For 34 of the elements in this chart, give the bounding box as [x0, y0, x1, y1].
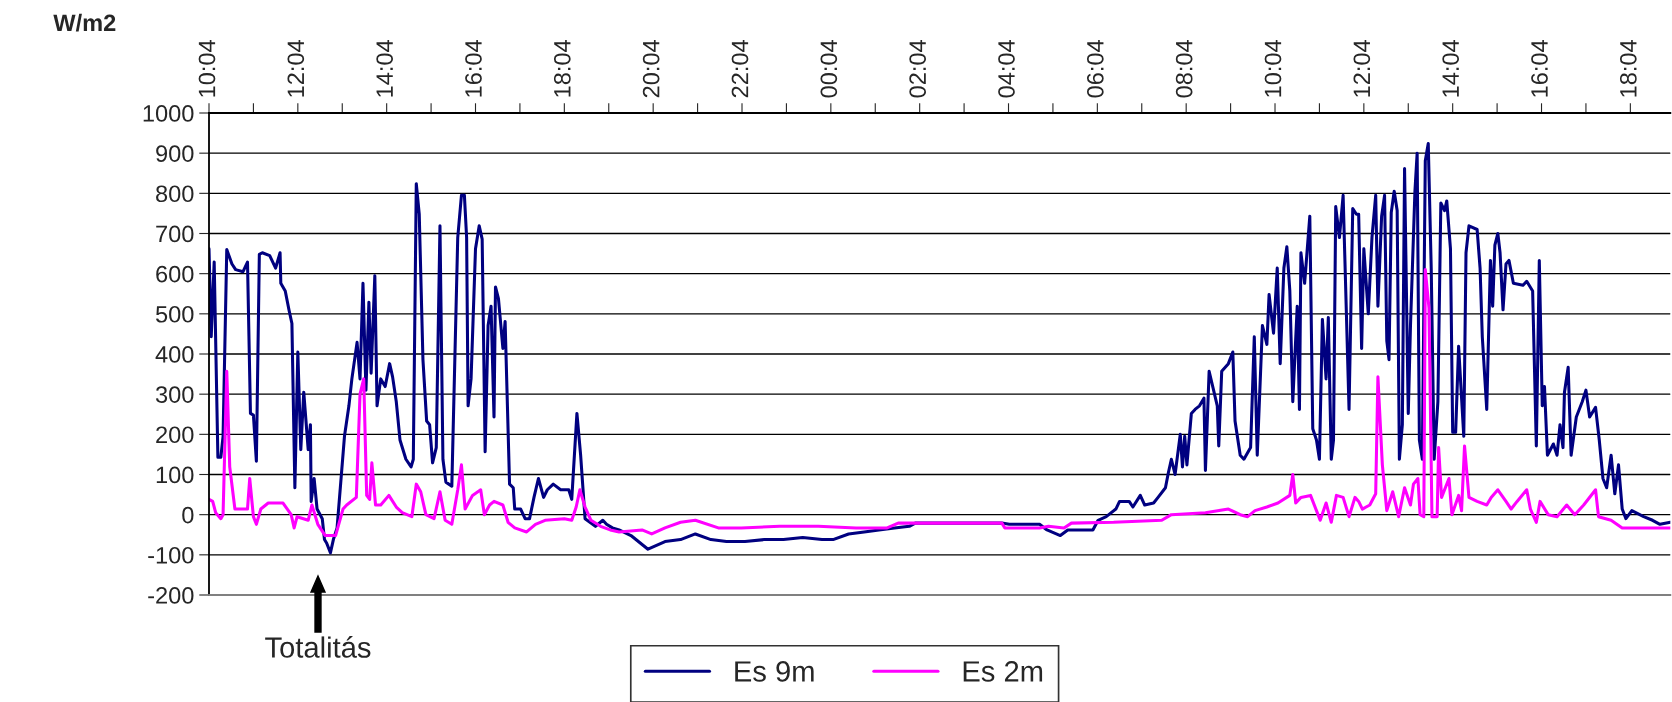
y-axis-title: W/m2	[53, 13, 116, 32]
y-tick-label: -200	[148, 587, 194, 604]
y-tick-label: 200	[156, 426, 194, 444]
x-tick-label: 22:04	[731, 40, 749, 98]
x-tick-label: 12:04	[287, 40, 305, 97]
y-tick-label: 300	[155, 386, 194, 403]
x-tick-label: 16:04	[1531, 40, 1548, 97]
y-tick-label: 600	[156, 265, 194, 283]
y-tick-label: 900	[156, 145, 194, 162]
x-tick-label: 02:04	[909, 40, 927, 98]
x-tick-label: 16:04	[465, 40, 482, 97]
y-tick-label: 100	[156, 466, 194, 484]
legend-label: Es 9m	[735, 661, 814, 682]
y-tick-label: 800	[156, 185, 194, 203]
x-tick-label: 10:04	[198, 40, 216, 97]
x-tick-label: 20:04	[642, 40, 660, 98]
legend-label: Es 2m	[963, 661, 1043, 682]
y-tick-label: -100	[148, 546, 194, 564]
x-tick-label: 14:04	[376, 40, 394, 97]
y-tick-label: 500	[155, 305, 194, 323]
x-tick-label: 10:04	[1264, 40, 1282, 97]
x-tick-label: 18:04	[1619, 40, 1637, 97]
text: Totalitás	[265, 636, 371, 658]
x-tick-label: 00:04	[820, 40, 838, 98]
x-tick-label: 12:04	[1353, 40, 1371, 97]
y-tick-label: 0	[182, 506, 194, 524]
y-tick-label: 400	[155, 346, 194, 363]
y-tick-label: 1000	[143, 105, 194, 122]
x-tick-label: 14:04	[1442, 40, 1460, 97]
x-tick-label: 04:04	[998, 40, 1015, 98]
x-tick-label: 08:04	[1175, 40, 1193, 98]
x-tick-label: 18:04	[553, 40, 571, 97]
y-tick-label: 700	[156, 225, 194, 243]
x-tick-label: 06:04	[1086, 40, 1104, 98]
